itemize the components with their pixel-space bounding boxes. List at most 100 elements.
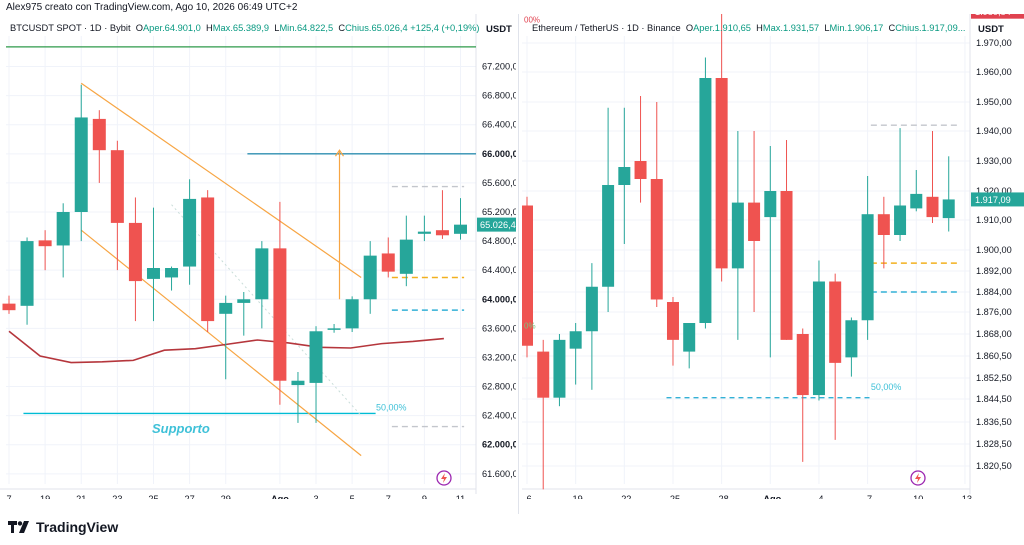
candle-body (2, 303, 16, 311)
price-tick-label: 1.950,00 (976, 97, 1012, 107)
price-tick-label: 64.800,0 (482, 236, 516, 246)
close-value: Chius.1.917,09... (895, 23, 966, 33)
price-tick-label: 1.970,00 (976, 38, 1012, 48)
btc-symbol: BTCUSDT SPOT · 1D · Bybit (10, 23, 131, 33)
price-tick-label: 62.400,0 (482, 411, 516, 421)
price-tick-label: 1.860,50 (976, 351, 1012, 361)
candle-body (569, 331, 582, 349)
candle-body (92, 118, 106, 151)
left-top-label: 00% (524, 16, 540, 25)
support-label: Supporto (152, 421, 210, 436)
close-value: Chius.65.026,4 (345, 23, 408, 33)
candle-body (309, 331, 323, 383)
candle-body (650, 179, 663, 300)
candle-body (942, 199, 955, 219)
eth-currency-label: USDT (978, 24, 1004, 35)
candle-body (417, 231, 431, 234)
candle-body (74, 117, 88, 212)
price-tick-label: 1.876,00 (976, 307, 1012, 317)
candle-body (110, 150, 124, 223)
btc-chart-panel[interactable]: Supporto 50,00% 61.600,0 62.000,0 62.400,0 62… (0, 14, 516, 499)
dotted-diagonal (171, 204, 362, 416)
eth-chart-panel[interactable]: 50,00% 0% 00% 1.820,50 1.828,50 1.836,50 1.844… (522, 14, 1024, 499)
candle-body (56, 212, 70, 246)
time-tick-label: 10 (913, 494, 923, 499)
last-price-value: 65.026,4 (480, 220, 516, 230)
price-tick-label: 1.828,50 (976, 439, 1012, 449)
fib-label: 50,00% (376, 403, 407, 413)
candle-body (666, 302, 679, 340)
lightning-icon (915, 473, 921, 483)
eth-legend: Ethereum / TetherUS · 1D · Binance OAper… (532, 23, 966, 33)
price-tick-label: 65.200,0 (482, 207, 516, 217)
price-tick-label: 1.930,00 (976, 156, 1012, 166)
eth-chart-canvas[interactable]: 50,00% 0% 00% 1.820,50 1.828,50 1.836,50 1.844… (522, 14, 1024, 499)
candle-body (731, 202, 744, 269)
candle-body (273, 248, 287, 381)
lightning-icon (441, 473, 447, 483)
projection-arrow-head (334, 149, 344, 157)
candle-body (877, 214, 890, 235)
candle-body (845, 320, 858, 358)
left-fib-label: 0% (524, 322, 536, 331)
price-tick-label: 1.920,00 (976, 186, 1012, 196)
candle-body (38, 240, 52, 247)
chart-header: Alex975 creato con TradingView.com, Ago … (6, 2, 298, 13)
price-tick-label: 1.940,00 (976, 126, 1012, 136)
time-tick-label: 21 (76, 494, 86, 499)
price-tick-label: 64.400,0 (482, 265, 516, 275)
price-tick-label: 66.800,0 (482, 91, 516, 101)
open-value: Aper.64.901,0 (142, 23, 201, 33)
candle-body (146, 268, 160, 279)
time-tick-label: 3 (313, 494, 318, 499)
tradingview-logo-icon (8, 521, 29, 533)
time-tick-label: 7 (386, 494, 391, 499)
low-label: L (274, 23, 280, 33)
candle-body (764, 191, 777, 218)
last-price-value: 1.917,09 (975, 195, 1011, 205)
price-tick-label: 1.900,00 (976, 245, 1012, 255)
time-tick-label: 25 (148, 494, 158, 499)
candle-body (618, 167, 631, 185)
panel-divider (518, 14, 519, 514)
time-tick-label: 22 (621, 494, 631, 499)
price-tick-label: 1.844,50 (976, 394, 1012, 404)
candle-body (291, 380, 305, 386)
high-label: H (206, 23, 213, 33)
candle-body (683, 323, 696, 352)
tradingview-brand: TradingView (36, 519, 119, 535)
candle-body (20, 241, 34, 306)
price-tick-label: 65.600,0 (482, 178, 516, 188)
candle-body (327, 328, 341, 330)
candle-body (829, 281, 842, 363)
candle-body (435, 230, 449, 236)
price-tick-label: 66.000,0 (482, 149, 516, 159)
time-tick-label: 28 (719, 494, 729, 499)
candle-body (363, 255, 377, 300)
price-tick-label: 1.892,00 (976, 266, 1012, 276)
candle-body (861, 214, 874, 321)
candle-body (553, 339, 566, 398)
open-label: O (685, 23, 694, 33)
time-tick-label: 29 (221, 494, 231, 499)
btc-currency-label: USDT (486, 24, 512, 35)
candle-body (780, 191, 793, 340)
time-tick-label: 27 (184, 494, 194, 499)
time-tick-label: 19 (40, 494, 50, 499)
tradingview-logo[interactable]: TradingView (8, 519, 118, 535)
resistance-price-tag (971, 14, 1024, 19)
price-tick-label: 1.960,00 (976, 67, 1012, 77)
candle-body (381, 253, 395, 272)
trend-channel-line (80, 229, 362, 457)
high-label: H (756, 23, 763, 33)
candle-body (183, 198, 197, 267)
btc-legend: BTCUSDT SPOT · 1D · Bybit OAper.64.901,0… (10, 23, 480, 33)
candle-body (748, 202, 761, 241)
candle-body (602, 185, 615, 287)
candle-body (219, 302, 233, 314)
trend-channel-line (80, 82, 362, 278)
low-value: Min.64.822,5 (279, 23, 334, 33)
btc-chart-canvas[interactable]: Supporto 50,00% 61.600,0 62.000,0 62.400,0 62… (0, 14, 516, 499)
time-tick-label: 11 (456, 494, 466, 499)
open-label: O (135, 23, 143, 33)
